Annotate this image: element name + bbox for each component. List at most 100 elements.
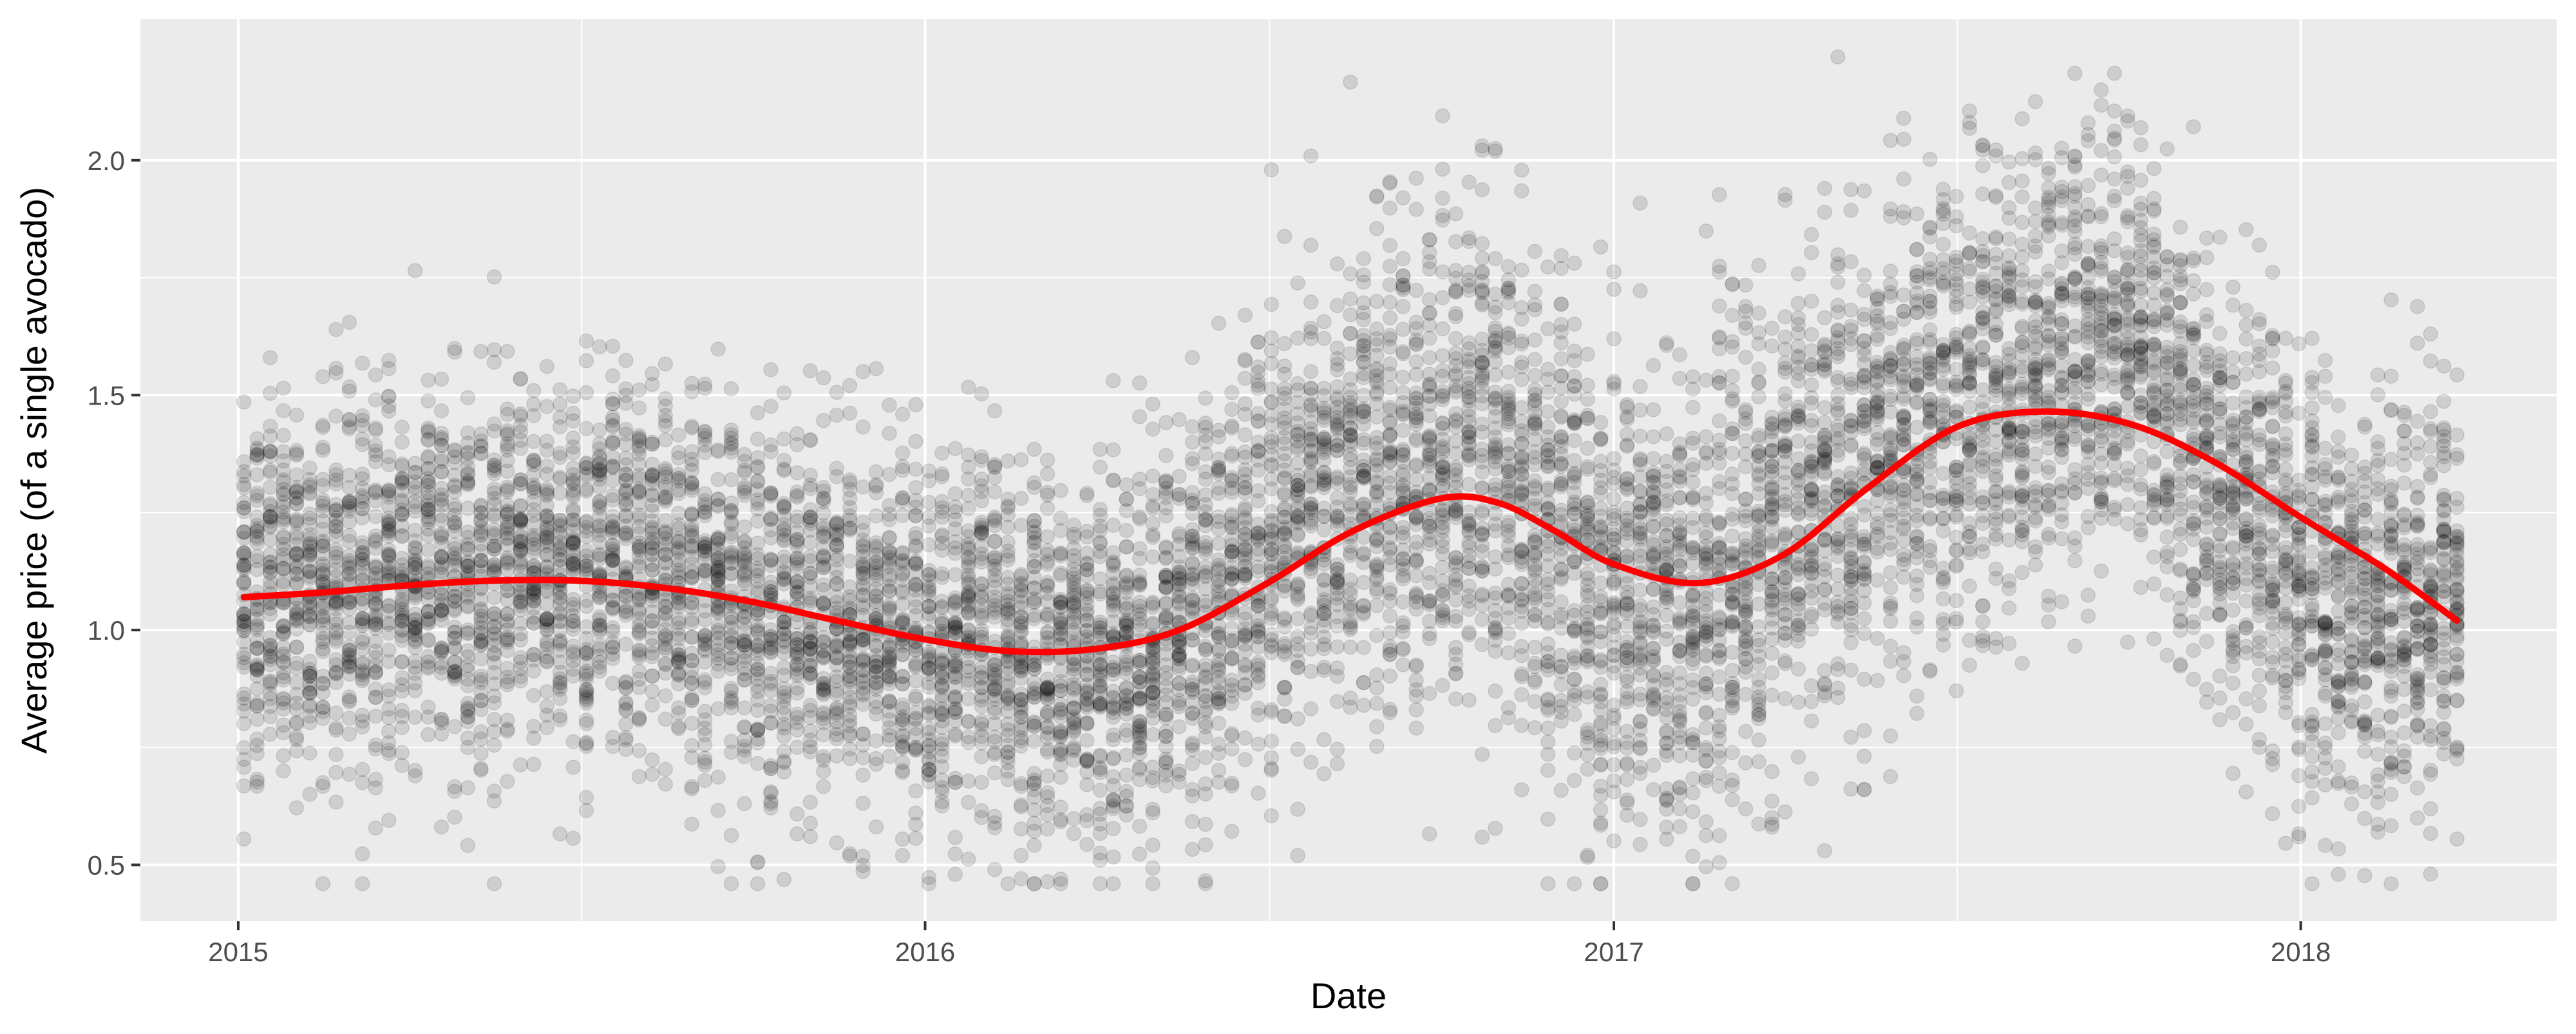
scatter-point: [1159, 729, 1173, 743]
scatter-point: [974, 810, 989, 825]
scatter-point: [1041, 530, 1055, 544]
scatter-point: [869, 757, 884, 771]
scatter-point: [882, 468, 896, 482]
scatter-point: [1238, 657, 1252, 671]
scatter-point: [1238, 503, 1252, 517]
scatter-point: [948, 727, 962, 742]
scatter-point: [263, 419, 278, 434]
scatter-point: [263, 497, 278, 511]
scatter-point: [421, 373, 435, 387]
scatter-point: [777, 464, 791, 478]
scatter-point: [580, 385, 594, 399]
scatter-point: [1370, 222, 1384, 236]
scatter-point: [527, 481, 541, 495]
scatter-point: [1383, 643, 1397, 657]
scatter-point: [1172, 574, 1186, 588]
scatter-point: [1225, 742, 1239, 756]
scatter-point: [909, 462, 923, 476]
scatter-point: [395, 704, 409, 718]
scatter-point: [527, 383, 541, 397]
scatter-point: [276, 693, 290, 707]
scatter-point: [263, 638, 278, 653]
scatter-point: [316, 534, 330, 548]
scatter-point: [329, 747, 343, 761]
scatter-point: [974, 750, 989, 764]
scatter-point: [1186, 783, 1200, 797]
scatter-point: [988, 809, 1002, 823]
scatter-point: [460, 390, 475, 405]
scatter-point: [566, 407, 580, 421]
scatter-point: [1251, 335, 1265, 349]
scatter-point: [961, 591, 976, 606]
scatter-point: [1054, 872, 1068, 886]
scatter-point: [329, 366, 343, 380]
scatter-point: [592, 528, 607, 542]
scatter-point: [948, 692, 962, 706]
scatter-point: [1409, 459, 1423, 474]
scatter-point: [1106, 821, 1121, 836]
scatter-point: [1211, 670, 1226, 684]
scatter-point: [1343, 434, 1358, 448]
scatter-point: [1027, 790, 1041, 804]
scatter-point: [1080, 734, 1094, 748]
scatter-point: [1396, 595, 1410, 609]
scatter-point: [645, 698, 659, 712]
scatter-point: [672, 643, 686, 657]
scatter-point: [1119, 617, 1133, 631]
scatter-point: [1238, 371, 1252, 385]
scatter-point: [421, 633, 435, 647]
scatter-point: [632, 468, 646, 483]
scatter-point: [606, 419, 620, 434]
scatter-point: [751, 723, 765, 738]
scatter-point: [1054, 747, 1068, 761]
scatter-point: [685, 693, 699, 707]
scatter-point: [948, 847, 962, 861]
scatter-point: [922, 652, 936, 666]
scatter-point: [276, 577, 290, 591]
scatter-point: [829, 649, 844, 664]
scatter-point: [1225, 449, 1239, 463]
scatter-point: [909, 539, 923, 553]
scatter-point: [1198, 582, 1213, 596]
scatter-point: [1014, 798, 1028, 812]
scatter-point: [382, 490, 396, 504]
scatter-point: [1317, 660, 1331, 675]
scatter-point: [460, 476, 475, 490]
scatter-point: [974, 611, 989, 626]
scatter-point: [553, 420, 567, 434]
scatter-point: [382, 683, 396, 697]
scatter-point: [1238, 407, 1252, 421]
scatter-point: [263, 463, 278, 477]
scatter-point: [1291, 456, 1305, 470]
scatter-point: [1146, 685, 1160, 700]
scatter-point: [580, 687, 594, 701]
scatter-point: [685, 376, 699, 390]
scatter-point: [1331, 363, 1345, 377]
scatter-point: [1080, 562, 1094, 577]
scatter-point: [1159, 490, 1173, 504]
scatter-point: [1211, 514, 1226, 528]
scatter-point: [645, 605, 659, 619]
scatter-point: [316, 618, 330, 632]
scatter-point: [580, 334, 594, 348]
scatter-point: [1133, 718, 1147, 732]
scatter-point: [869, 820, 884, 834]
scatter-point: [1383, 427, 1397, 441]
scatter-point: [1106, 705, 1121, 720]
scatter-point: [448, 604, 462, 618]
scatter-point: [355, 642, 370, 656]
scatter-point: [790, 488, 804, 503]
scatter-point: [790, 666, 804, 680]
scatter-point: [316, 440, 330, 454]
scatter-point: [329, 765, 343, 780]
scatter-point: [869, 582, 884, 597]
scatter-point: [737, 466, 752, 480]
scatter-point: [263, 709, 278, 723]
scatter-point: [290, 601, 304, 615]
scatter-point: [1027, 877, 1041, 891]
scatter-point: [316, 418, 330, 432]
scatter-point: [408, 523, 422, 537]
scatter-point: [1106, 374, 1121, 388]
scatter-point: [1198, 689, 1213, 704]
scatter-point: [1041, 742, 1055, 756]
